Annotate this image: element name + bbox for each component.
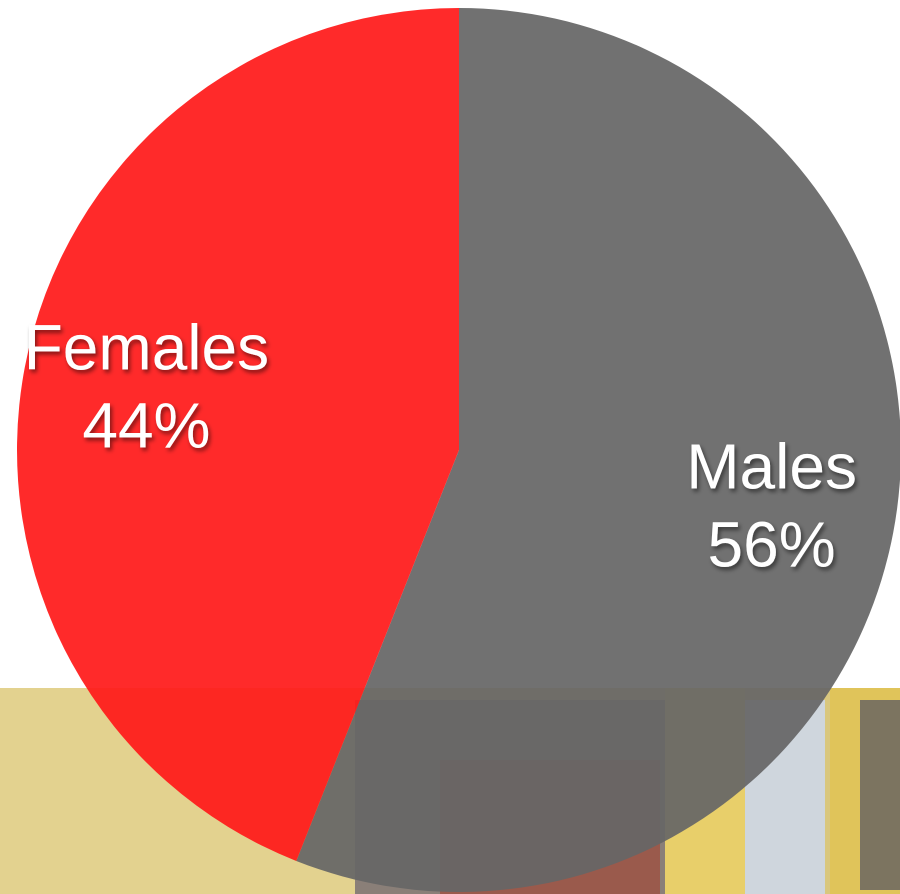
pie-slice [16,8,459,861]
value-label: 56% [708,509,836,581]
slice-label: Males [686,431,857,503]
value-label: 44% [82,389,210,461]
pie-slice [296,8,900,892]
pie [16,8,900,892]
slice-label: Females [24,311,269,383]
